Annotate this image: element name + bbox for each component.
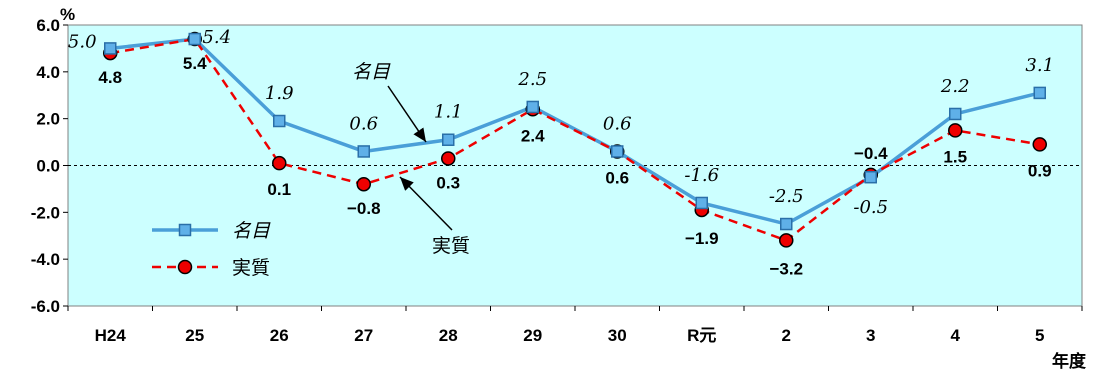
data-label-real: 0.6 <box>605 168 629 187</box>
y-tick-label: 4.0 <box>36 63 60 82</box>
x-tick-label: 4 <box>951 326 961 345</box>
x-tick-label: 2 <box>782 326 791 345</box>
marker-nominal <box>357 145 370 158</box>
marker-real <box>441 151 456 166</box>
data-label-nominal: 0.6 <box>349 113 378 134</box>
y-tick-label: -4.0 <box>31 250 60 269</box>
marker-nominal <box>273 114 286 128</box>
x-tick-label: 27 <box>354 326 373 345</box>
data-label-nominal: -0.5 <box>853 197 888 218</box>
marker-real <box>272 155 287 171</box>
marker-nominal <box>526 100 539 114</box>
y-tick-label: 0.0 <box>36 157 60 176</box>
data-label-nominal: 2.5 <box>517 69 547 90</box>
x-axis-ticks: H24 25 26 27 28 29 30 R元 2 3 4 5 <box>67 306 1083 345</box>
x-tick-label: 25 <box>185 326 204 345</box>
x-tick-label: 26 <box>270 326 289 345</box>
data-label-real: 5.4 <box>183 54 207 73</box>
data-label-nominal: 2.2 <box>940 76 970 97</box>
data-label-real: 0.1 <box>267 180 291 199</box>
legend-marker-real <box>177 259 193 275</box>
data-label-real: −0.8 <box>347 199 381 218</box>
annotation-real-arrow <box>399 176 453 231</box>
series-markers <box>103 31 1047 248</box>
data-label-real: −3.2 <box>769 259 803 278</box>
data-labels: 5.0 5.4 1.9 0.6 1.1 2.5 0.6 -1.6 -2.5 -0.5 2.2 3.1 4… <box>68 27 1054 278</box>
y-tick-label: 2.0 <box>36 110 60 129</box>
y-tick-label: -2.0 <box>31 203 60 222</box>
marker-nominal <box>611 145 624 158</box>
annotation-nominal: 名目 <box>352 61 391 83</box>
marker-real <box>948 123 963 138</box>
x-tick-label: 30 <box>608 326 627 345</box>
marker-real <box>1032 137 1047 152</box>
marker-nominal <box>442 133 455 146</box>
marker-real <box>356 176 371 192</box>
marker-nominal <box>780 217 793 231</box>
series-line-real <box>110 37 1040 242</box>
data-label-real: 4.8 <box>98 68 122 87</box>
data-label-real: 2.4 <box>521 126 545 145</box>
x-tick-label: R元 <box>687 326 716 345</box>
marker-nominal <box>695 196 708 210</box>
marker-real <box>779 233 794 248</box>
data-label-real: 0.3 <box>436 173 460 192</box>
annotations: 名目 実質 <box>352 61 470 257</box>
data-label-real: 1.5 <box>943 147 967 166</box>
legend-marker-nominal <box>178 223 192 237</box>
data-label-nominal: 1.9 <box>265 83 294 104</box>
marker-nominal <box>104 42 117 55</box>
legend-label-nominal: 名目 <box>232 220 271 242</box>
annotation-nominal-arrow <box>387 85 427 143</box>
data-label-real: −1.9 <box>685 229 719 248</box>
x-tick-label: 28 <box>439 326 458 345</box>
x-tick-label: H24 <box>95 326 127 345</box>
data-label-nominal: 1.1 <box>434 102 463 123</box>
data-label-nominal: -2.5 <box>769 186 804 207</box>
data-label-nominal: 5.4 <box>202 27 231 48</box>
series-lines <box>110 37 1041 242</box>
legend: 名目 実質 <box>152 220 271 279</box>
marker-nominal <box>188 32 201 46</box>
x-tick-label: 3 <box>866 326 875 345</box>
y-axis-unit: % <box>60 5 75 24</box>
x-tick-label: 29 <box>523 326 542 345</box>
legend-label-real: 実質 <box>232 257 270 279</box>
annotation-real: 実質 <box>432 235 470 257</box>
x-tick-label: 5 <box>1035 326 1044 345</box>
marker-nominal <box>1033 86 1046 100</box>
y-tick-label: 6.0 <box>36 16 60 35</box>
data-label-nominal: 0.6 <box>603 113 632 134</box>
marker-nominal <box>949 107 962 121</box>
data-label-real: 0.9 <box>1028 161 1052 180</box>
data-label-nominal: -1.6 <box>684 165 719 186</box>
y-tick-label: -6.0 <box>31 297 60 316</box>
data-label-nominal: 5.0 <box>68 31 97 52</box>
y-axis-ticks: 6.0 4.0 2.0 0.0 -2.0 -4.0 -6.0 <box>31 16 68 316</box>
data-label-nominal: 3.1 <box>1025 55 1054 76</box>
data-label-real: −0.4 <box>854 144 888 163</box>
x-axis-unit: 年度 <box>1052 351 1087 371</box>
marker-nominal <box>864 170 877 184</box>
